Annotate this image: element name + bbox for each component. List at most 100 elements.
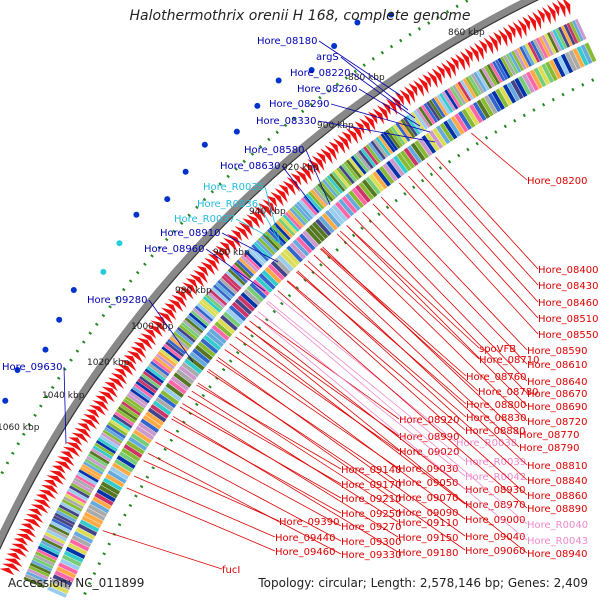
cog-track-block [67, 488, 89, 502]
gene-arrow [80, 418, 98, 430]
cog-track-block [296, 201, 314, 220]
cog-track-block [165, 382, 184, 398]
cog-track-block [214, 321, 233, 338]
cog-track-block [387, 127, 403, 148]
cog-track-block [436, 94, 451, 115]
cog-track-block [133, 383, 154, 399]
cog-track-block [90, 500, 110, 514]
cog-track-block [92, 496, 112, 510]
gene-arrow [372, 108, 385, 125]
cog-track-block [423, 102, 438, 123]
cog-track-block [253, 241, 272, 260]
gene-label-hore_08770: Hore_08770 [519, 430, 580, 441]
cog-track-block [252, 279, 270, 296]
cog-track-block [86, 455, 107, 470]
cog-track-block [280, 216, 298, 235]
cog-track-block [63, 496, 84, 510]
cog-track-block [128, 436, 148, 451]
gene-arrow [182, 282, 198, 296]
gene-label-spovfb: spoVFB [479, 344, 516, 355]
cog-track-block [267, 263, 285, 281]
cog-track-block [415, 108, 431, 128]
gene-label-hore_09040: Hore_09040 [465, 532, 526, 543]
gene-arrow [440, 62, 452, 80]
gene-arrow [274, 188, 288, 203]
cog-track-block [33, 554, 55, 567]
kbp-tick-label: 1040 kbp [42, 391, 85, 401]
gene-label-hore_08890: Hore_08890 [527, 504, 588, 515]
cog-track-block [326, 175, 343, 194]
cog-track-block [375, 168, 391, 187]
cog-track-block [460, 79, 474, 100]
cog-track-block [159, 348, 179, 365]
gene-arrow [282, 180, 296, 196]
label-leader-line [191, 390, 399, 523]
cog-track-block [225, 270, 244, 288]
feature-mark [308, 67, 315, 74]
cog-track-block [260, 235, 278, 253]
label-leader-line [318, 40, 401, 96]
cog-track-block [75, 527, 96, 540]
cog-track-block [125, 440, 145, 455]
cog-track-block [65, 546, 86, 560]
cog-track-block [25, 571, 48, 583]
cog-track-block [217, 318, 235, 335]
gene-label-hore_08510: Hore_08510 [538, 314, 599, 325]
gene-label-hore_r0039: Hore_R0039 [465, 457, 526, 468]
cog-track-block [208, 289, 228, 306]
gene-arrow [266, 195, 278, 208]
kbp-tick-label: 1060 kbp [0, 423, 40, 433]
gene-label-hore_r0043: Hore_R0043 [527, 536, 588, 547]
cog-track-block [307, 191, 325, 210]
cog-track-block [321, 179, 339, 198]
label-leader-line [426, 162, 539, 286]
cog-track-block [365, 176, 381, 195]
cog-track-block [50, 520, 71, 534]
gene-label-hore_09390: Hore_09390 [279, 517, 340, 528]
gene-label-hore_08800: Hore_08800 [466, 400, 527, 411]
gene-arrow [140, 333, 157, 346]
cog-track-block [246, 285, 264, 303]
cog-track-block [152, 400, 172, 416]
cog-track-block [39, 543, 61, 556]
cog-track-block [142, 370, 163, 387]
gene-arrow [117, 364, 134, 376]
cog-track-block [51, 518, 73, 531]
cog-track-block [184, 358, 203, 374]
cog-track-block [200, 298, 220, 315]
cog-track-block [576, 46, 589, 66]
gene-label-fuci: fucI [222, 565, 240, 576]
cog-track-block [146, 365, 166, 382]
feature-mark [14, 367, 21, 374]
gene-arrow [517, 19, 527, 37]
gene-label-hore_08260: Hore_08260 [297, 84, 358, 95]
label-leader-line [313, 254, 520, 448]
cog-track-block [552, 29, 565, 51]
gene-arrow [459, 51, 470, 69]
cog-track-block [331, 171, 348, 190]
label-leader-line [254, 315, 400, 420]
cog-track-block [343, 161, 360, 181]
cog-track-block [168, 379, 187, 395]
gene-arrow [546, 4, 556, 23]
cog-track-block [111, 462, 132, 477]
cog-track-block [529, 69, 543, 90]
gene-label-hore_r0035: Hore_R0035 [203, 182, 264, 193]
cog-track-block [421, 135, 437, 154]
gene-label-hore_08670: Hore_08670 [527, 389, 588, 400]
cog-track-block [508, 51, 522, 73]
cog-track-block [556, 55, 570, 76]
cog-track-block [275, 220, 293, 239]
cog-track-block [105, 424, 126, 439]
cog-track-block [135, 425, 155, 441]
cog-track-block [348, 190, 365, 209]
gene-arrow [408, 83, 418, 97]
cog-track-block [439, 122, 454, 142]
cog-track-block [236, 259, 255, 277]
cog-track-block [155, 353, 175, 370]
cog-track-block [338, 165, 355, 185]
cog-track-block [564, 51, 577, 72]
cog-track-block [87, 504, 108, 518]
gene-arrow [126, 350, 143, 363]
gene-label-hore_r0040: Hore_R0040 [527, 520, 588, 531]
